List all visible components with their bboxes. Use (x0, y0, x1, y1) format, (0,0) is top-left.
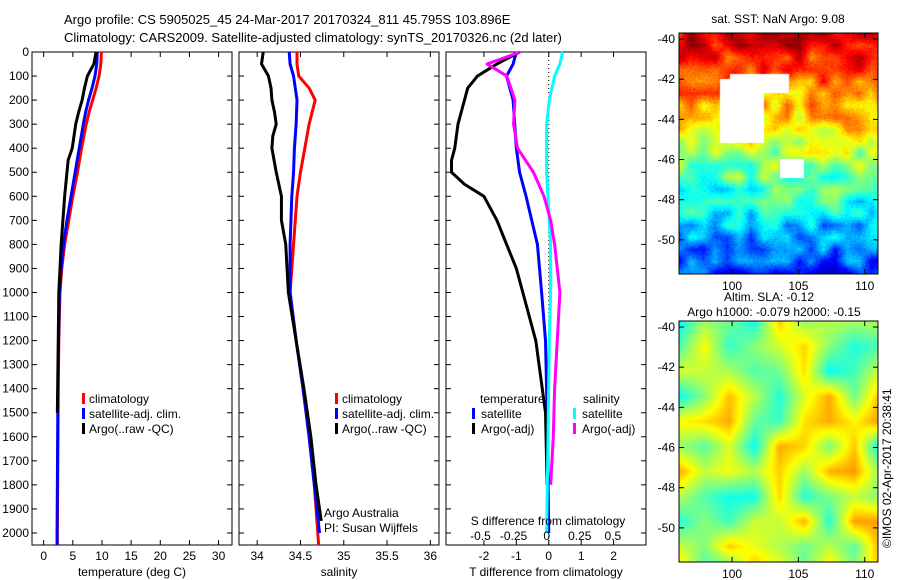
legend-title-salinity: salinity (583, 392, 620, 406)
legend-swatch (573, 408, 576, 419)
sla-map (679, 321, 878, 562)
legend-swatch (335, 393, 338, 404)
y-tick-label: 1000 (2, 285, 29, 299)
y-tick-label: 200 (9, 93, 29, 107)
y-tick-label: 1400 (2, 382, 29, 396)
x2-axis-label: S difference from climatology (471, 514, 626, 528)
x-tick-label: 35.5 (375, 549, 399, 563)
y-tick-label: 100 (9, 69, 29, 83)
x-tick-label: 15 (124, 549, 138, 563)
series-line-satellite-adj-clim- (55, 51, 99, 545)
panel-frame (31, 51, 233, 546)
credit-text: Argo Australia (324, 506, 399, 520)
x-tick-label: 35 (337, 549, 351, 563)
title-line-2: Climatology: CARS2009. Satellite-adjuste… (64, 30, 562, 45)
x-tick-label: 5 (69, 549, 76, 563)
legend-label: Argo(-adj) (481, 422, 534, 436)
y-tick-label: 1800 (2, 478, 29, 492)
legend-title-temperature: temperature (480, 392, 545, 406)
legend-label: Argo(-adj) (582, 422, 635, 436)
legend-label: satellite-adj. clim. (342, 407, 434, 421)
legend-swatch (472, 423, 475, 434)
y-tick-label: 500 (9, 165, 29, 179)
y-tick-label: 600 (9, 189, 29, 203)
x-tick-label: 0 (545, 549, 552, 563)
x2-tick-label: 0 (543, 529, 550, 543)
x-tick-label: 30 (212, 549, 226, 563)
y-tick-label: 2000 (2, 526, 29, 540)
x-axis-label: salinity (321, 565, 358, 579)
x-tick-label: -1 (511, 549, 522, 563)
legend-label: satellite (481, 407, 522, 421)
legend-swatch (82, 408, 85, 419)
legend-swatch (82, 423, 85, 434)
series-line-argo-raw-qc- (260, 51, 323, 522)
x-tick-label: -2 (479, 549, 490, 563)
y-tick-label: 900 (9, 261, 29, 275)
x-tick-label: 0 (40, 549, 47, 563)
legend-label: Argo(..raw -QC) (89, 422, 174, 436)
y-tick-label: 700 (9, 213, 29, 227)
y-tick-label: 1300 (2, 358, 29, 372)
x2-tick-label: -0.5 (470, 529, 491, 543)
y-tick-label: 1900 (2, 502, 29, 516)
x2-tick-label: -0.25 (500, 529, 528, 543)
pi-text: PI: Susan Wijffels (324, 521, 418, 535)
y-tick-label: 0 (22, 45, 29, 59)
x-tick-label: 20 (154, 549, 168, 563)
legend-swatch (82, 393, 85, 404)
x-tick-label: 25 (183, 549, 197, 563)
x-tick-label: 34.5 (289, 549, 313, 563)
legend-label: satellite-adj. clim. (89, 407, 181, 421)
y-tick-label: 1200 (2, 334, 29, 348)
y-tick-label: 1500 (2, 406, 29, 420)
panel-frame (445, 51, 647, 546)
legend-label: satellite (582, 407, 623, 421)
series-line-climatology (55, 51, 103, 545)
x-tick-label: 34 (251, 549, 265, 563)
x-tick-label: 2 (610, 549, 617, 563)
legend-label: climatology (342, 392, 402, 406)
legend-label: Argo(..raw -QC) (342, 422, 427, 436)
panel-frame (238, 51, 440, 546)
y-tick-label: 800 (9, 237, 29, 251)
y-tick-label: 1700 (2, 454, 29, 468)
series-line-argo-raw-qc- (55, 51, 98, 413)
legend-swatch (472, 408, 475, 419)
x-axis-label: temperature (deg C) (78, 565, 186, 579)
y-tick-label: 1600 (2, 430, 29, 444)
legend-label: climatology (89, 392, 149, 406)
x2-tick-label: 0.5 (605, 529, 622, 543)
sst-map (679, 33, 878, 274)
x-axis-label: T difference from climatology (469, 565, 623, 579)
legend-swatch (335, 408, 338, 419)
series-line-salinity-argo-adj- (485, 50, 562, 485)
legend-swatch (573, 423, 576, 434)
legend-swatch (335, 423, 338, 434)
x2-tick-label: 0.25 (568, 529, 592, 543)
x-tick-label: 1 (578, 549, 585, 563)
y-tick-label: 300 (9, 117, 29, 131)
x-tick-label: 36 (424, 549, 438, 563)
imos-stamp: ©IMOS 02-Apr-2017 20:38:41 (880, 388, 894, 548)
title-line-1: Argo profile: CS 5905025_45 24-Mar-2017 … (64, 12, 511, 27)
y-tick-label: 1100 (3, 310, 29, 324)
y-tick-label: 400 (9, 141, 29, 155)
series-line-salinity-satellite (545, 51, 565, 533)
series-line-satellite-adj-clim- (287, 51, 322, 534)
series-line-temperature-argo-adj- (450, 50, 549, 485)
x-tick-label: 10 (95, 549, 109, 563)
